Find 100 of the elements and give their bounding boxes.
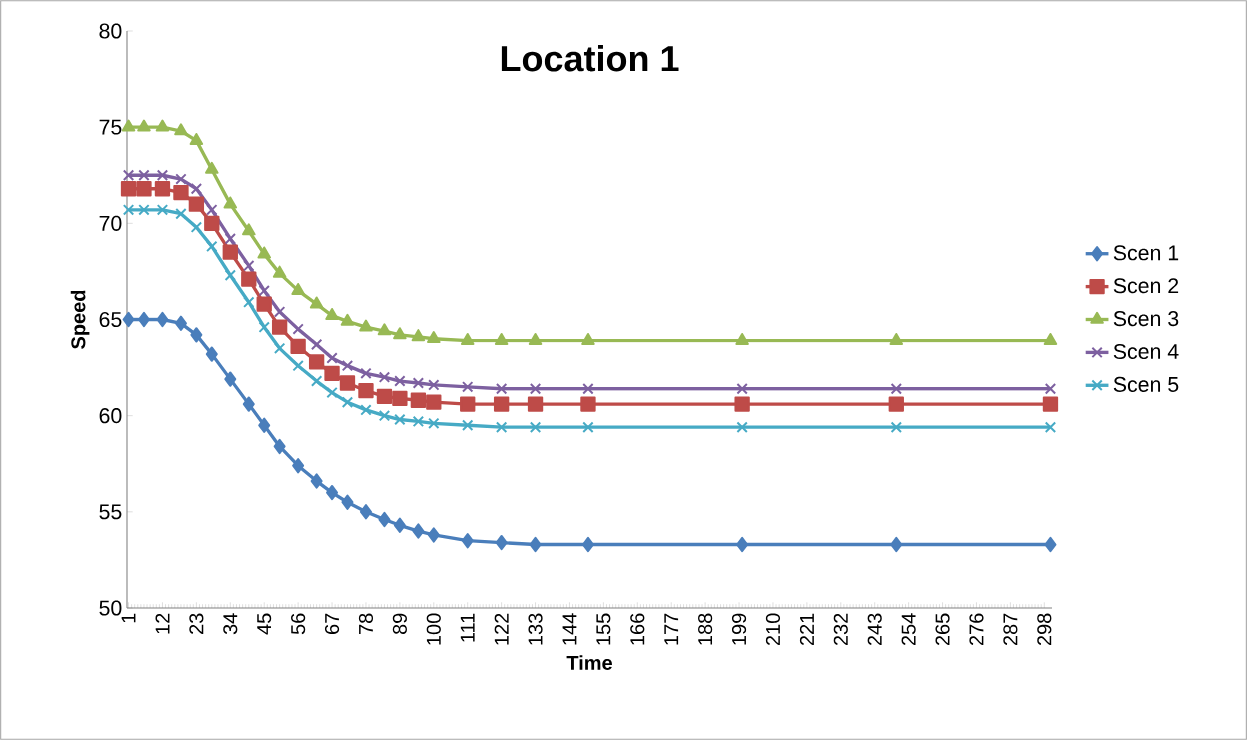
point bbox=[136, 181, 152, 197]
point bbox=[428, 379, 440, 391]
x-tick-label: 23 bbox=[189, 613, 204, 634]
point bbox=[205, 346, 218, 362]
point bbox=[462, 381, 474, 393]
point bbox=[243, 296, 255, 308]
y-tick-label: 70 bbox=[99, 215, 122, 231]
point bbox=[393, 327, 407, 340]
legend-label: Scen 3 bbox=[1113, 311, 1179, 327]
point bbox=[376, 388, 393, 405]
point bbox=[310, 338, 323, 351]
point bbox=[273, 342, 286, 355]
point bbox=[341, 494, 354, 510]
point bbox=[120, 181, 137, 197]
point bbox=[174, 315, 187, 332]
point bbox=[204, 215, 220, 231]
x-tick-label: 199 bbox=[731, 613, 747, 645]
point bbox=[156, 169, 169, 181]
point bbox=[137, 119, 151, 132]
point bbox=[495, 383, 508, 395]
point bbox=[290, 338, 306, 355]
point bbox=[137, 311, 150, 328]
point bbox=[529, 383, 542, 395]
x-tick-label: 298 bbox=[1037, 613, 1052, 646]
y-axis-title: Speed bbox=[70, 290, 90, 349]
point bbox=[175, 208, 187, 220]
point bbox=[206, 204, 218, 216]
legend-label: Scen 4 bbox=[1113, 343, 1179, 360]
x-tick-label: 67 bbox=[324, 613, 340, 634]
x-axis-title: Time bbox=[566, 655, 612, 670]
point bbox=[156, 204, 169, 216]
point bbox=[223, 196, 238, 209]
x-tick-label: 155 bbox=[596, 613, 611, 645]
point bbox=[494, 332, 509, 345]
x-tick-label: 243 bbox=[867, 613, 882, 646]
x-tick-label: 133 bbox=[528, 613, 543, 645]
point bbox=[122, 311, 135, 328]
point bbox=[310, 375, 323, 387]
point bbox=[122, 204, 135, 216]
x-tick-label: 12 bbox=[155, 613, 170, 634]
point bbox=[190, 327, 203, 343]
point bbox=[428, 417, 440, 430]
point bbox=[410, 392, 427, 408]
point bbox=[427, 527, 440, 543]
point bbox=[258, 321, 270, 333]
point bbox=[1044, 383, 1057, 395]
point bbox=[462, 419, 474, 431]
point bbox=[1042, 396, 1059, 412]
y-tick-label: 50 bbox=[99, 600, 122, 616]
point bbox=[427, 331, 441, 344]
point bbox=[581, 536, 594, 553]
point bbox=[310, 473, 323, 489]
point bbox=[324, 365, 340, 382]
x-tick-label: 111 bbox=[460, 613, 475, 642]
point bbox=[340, 313, 355, 326]
point bbox=[339, 375, 356, 391]
point bbox=[173, 184, 189, 201]
point bbox=[326, 352, 338, 364]
point bbox=[272, 265, 287, 278]
point bbox=[460, 396, 476, 412]
point bbox=[291, 282, 305, 295]
point bbox=[326, 484, 339, 501]
point bbox=[222, 244, 238, 260]
x-tick-label: 276 bbox=[969, 613, 984, 646]
point bbox=[529, 421, 542, 433]
point bbox=[206, 240, 218, 253]
point bbox=[394, 413, 406, 426]
x-tick-label: 177 bbox=[664, 613, 679, 645]
x-tick-label: 78 bbox=[358, 613, 374, 634]
point bbox=[360, 404, 372, 416]
point bbox=[495, 534, 508, 551]
x-tick-label: 254 bbox=[901, 613, 916, 646]
x-tick-label: 34 bbox=[223, 613, 238, 635]
point bbox=[736, 383, 748, 395]
point bbox=[493, 396, 510, 412]
point bbox=[341, 396, 354, 408]
point bbox=[1043, 332, 1058, 345]
x-tick-label: 166 bbox=[630, 613, 645, 645]
point bbox=[529, 536, 542, 553]
x-tick-label: 265 bbox=[935, 613, 950, 646]
point bbox=[888, 396, 904, 412]
point bbox=[393, 517, 406, 533]
point bbox=[460, 332, 475, 345]
point bbox=[582, 383, 594, 395]
point bbox=[174, 123, 188, 136]
x-tick-label: 1 bbox=[121, 613, 136, 623]
point bbox=[154, 181, 171, 197]
point bbox=[175, 173, 187, 185]
point bbox=[461, 533, 474, 549]
point bbox=[582, 421, 594, 433]
point bbox=[241, 271, 257, 287]
y-tick-label: 80 bbox=[99, 23, 122, 39]
point bbox=[580, 396, 596, 412]
x-tick-label: 210 bbox=[765, 613, 781, 646]
point bbox=[412, 415, 425, 428]
y-tick-label: 75 bbox=[99, 119, 122, 135]
point bbox=[528, 332, 543, 345]
point bbox=[377, 323, 392, 336]
point bbox=[736, 536, 749, 553]
point bbox=[890, 421, 903, 433]
